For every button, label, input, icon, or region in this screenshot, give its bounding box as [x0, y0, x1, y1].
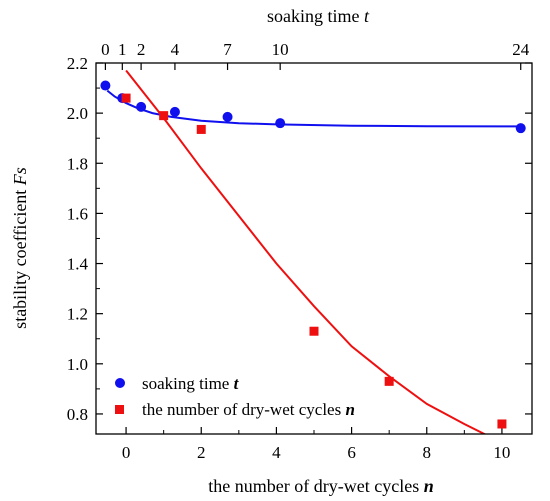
data-point-soaking-time: [275, 118, 286, 129]
y-axis-label-var: Fs: [10, 167, 30, 186]
top-tick-label: 2: [137, 40, 146, 59]
data-point-soaking-time: [222, 111, 233, 122]
y-tick-label: 2.0: [67, 104, 88, 123]
legend-label-dry-wet-var: n: [345, 400, 354, 419]
legend-label-soaking-time-text: soaking time: [142, 374, 234, 393]
top-tick-label: 1: [118, 40, 127, 59]
top-tick-label: 24: [512, 40, 530, 59]
y-tick-label: 1.2: [67, 305, 88, 324]
y-tick-label: 1.4: [67, 255, 89, 274]
top-tick-label: 10: [272, 40, 289, 59]
legend-label-soaking-time: soaking time t: [142, 374, 240, 393]
legend-label-soaking-time-var: t: [234, 374, 240, 393]
x-tick-label: 6: [347, 443, 356, 462]
plot-frame: [95, 62, 533, 435]
data-point-dry-wet: [121, 93, 131, 103]
legend-label-dry-wet-text: the number of dry-wet cycles: [142, 400, 345, 419]
top-tick-label: 7: [223, 40, 232, 59]
x-tick-label: 8: [423, 443, 432, 462]
data-point-dry-wet: [309, 326, 319, 336]
fit-curve-soaking-time: [106, 89, 521, 128]
top-axis-label-var: t: [364, 6, 370, 26]
x-tick-label: 4: [272, 443, 281, 462]
x-tick-label: 0: [122, 443, 131, 462]
y-tick-label: 2.2: [67, 54, 88, 73]
x-axis-label-var: n: [424, 476, 434, 496]
x-axis-label: the number of dry-wet cycles n: [208, 476, 433, 496]
y-axis-label-text: stability coefficient: [10, 185, 30, 329]
y-axis-label: stability coefficient Fs: [10, 167, 30, 329]
y-tick-label: 1.8: [67, 154, 88, 173]
data-point-soaking-time: [100, 80, 111, 91]
y-tick-label: 1.0: [67, 355, 88, 374]
legend-marker-dry-wet: [115, 405, 124, 414]
y-tick-label: 1.6: [67, 204, 88, 223]
x-tick-label: 2: [197, 443, 206, 462]
legend-label-dry-wet: the number of dry-wet cycles n: [142, 400, 355, 419]
top-axis-label-text: soaking time: [267, 6, 364, 26]
data-point-dry-wet: [196, 124, 206, 134]
top-tick-label: 4: [171, 40, 180, 59]
y-tick-label: 0.8: [67, 405, 88, 424]
x-tick-label: 10: [493, 443, 510, 462]
top-axis-label: soaking time t: [267, 6, 370, 26]
top-tick-label: 0: [101, 40, 110, 59]
data-point-dry-wet: [159, 111, 169, 121]
data-point-soaking-time: [136, 101, 147, 112]
fit-curve-dry-wet: [125, 69, 487, 434]
data-point-soaking-time: [515, 123, 526, 134]
legend-marker-soaking-time: [115, 378, 125, 388]
x-axis-label-text: the number of dry-wet cycles: [208, 476, 423, 496]
legend: soaking time t the number of dry-wet cyc…: [115, 374, 355, 419]
data-point-dry-wet: [497, 419, 507, 429]
data-point-dry-wet: [384, 376, 394, 386]
data-point-soaking-time: [169, 106, 180, 117]
